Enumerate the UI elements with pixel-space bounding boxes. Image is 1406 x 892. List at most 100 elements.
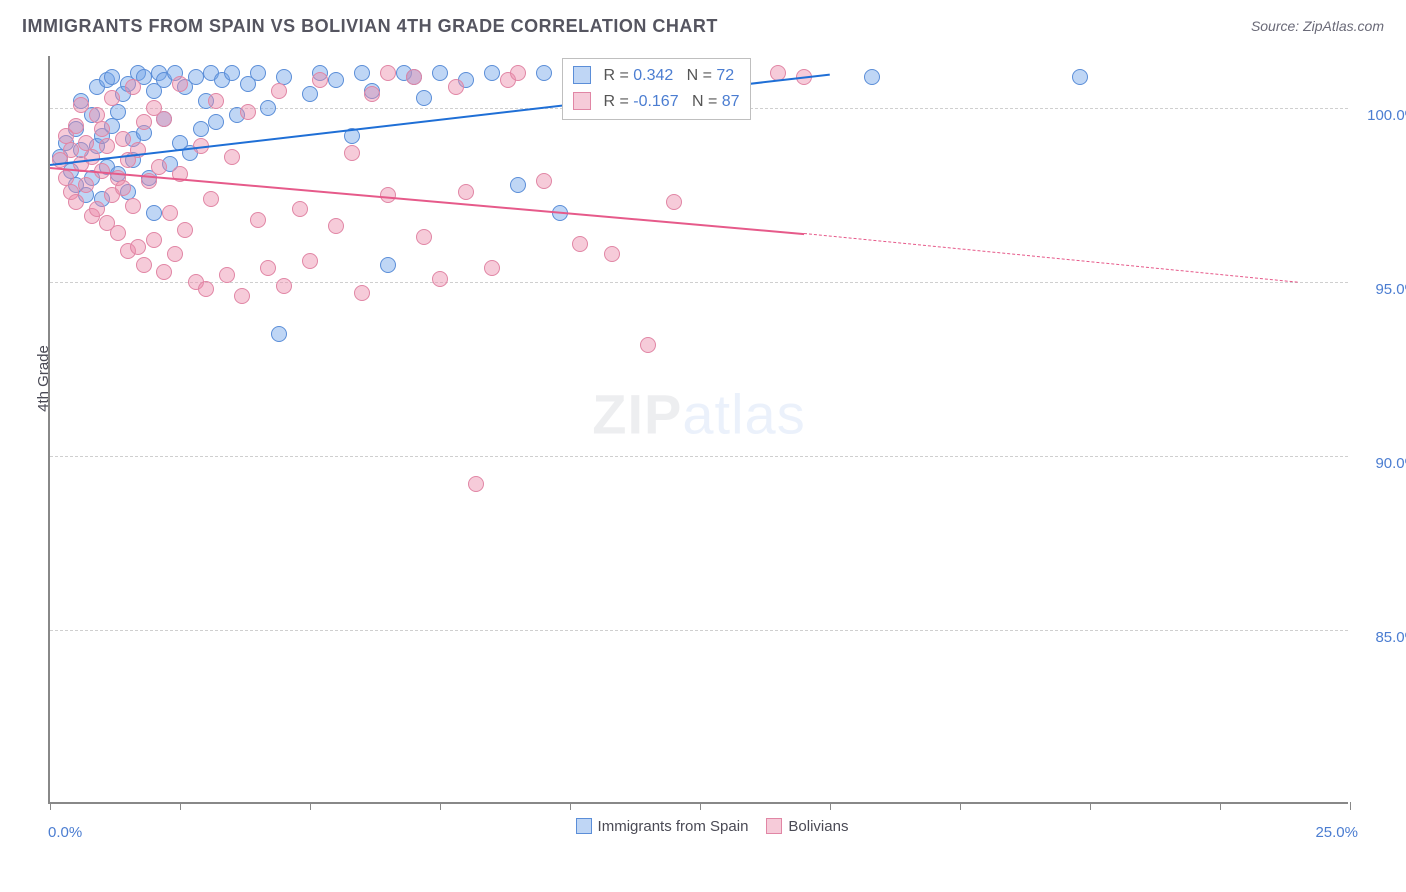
- x-tick: [1220, 802, 1221, 810]
- legend-label: Immigrants from Spain: [598, 818, 749, 835]
- marker-spain: [104, 69, 120, 85]
- marker-bolivia: [276, 278, 292, 294]
- marker-bolivia: [63, 142, 79, 158]
- gridline: [50, 282, 1348, 283]
- marker-bolivia: [162, 205, 178, 221]
- marker-bolivia: [250, 212, 266, 228]
- y-tick-label: 100.0%: [1358, 107, 1406, 124]
- marker-bolivia: [219, 267, 235, 283]
- marker-bolivia: [125, 198, 141, 214]
- marker-bolivia: [146, 232, 162, 248]
- marker-spain: [354, 65, 370, 81]
- legend-item: Bolivians: [748, 818, 848, 835]
- marker-spain: [208, 114, 224, 130]
- legend-swatch: [573, 66, 591, 84]
- marker-spain: [146, 205, 162, 221]
- marker-bolivia: [354, 285, 370, 301]
- marker-bolivia: [312, 72, 328, 88]
- marker-bolivia: [115, 180, 131, 196]
- marker-bolivia: [240, 104, 256, 120]
- marker-bolivia: [130, 239, 146, 255]
- marker-spain: [416, 90, 432, 106]
- marker-spain: [302, 86, 318, 102]
- gridline: [50, 630, 1348, 631]
- r-value: 0.342: [633, 67, 673, 84]
- marker-spain: [224, 65, 240, 81]
- marker-bolivia: [406, 69, 422, 85]
- marker-bolivia: [604, 246, 620, 262]
- r-value: -0.167: [633, 93, 678, 110]
- marker-bolivia: [78, 177, 94, 193]
- marker-spain: [260, 100, 276, 116]
- x-tick: [830, 802, 831, 810]
- n-value: 87: [722, 93, 740, 110]
- marker-bolivia: [167, 246, 183, 262]
- marker-spain: [1072, 69, 1088, 85]
- correlation-row: R = -0.167 N = 87: [573, 89, 740, 115]
- trend-line: [50, 167, 804, 235]
- marker-bolivia: [344, 145, 360, 161]
- marker-bolivia: [432, 271, 448, 287]
- marker-bolivia: [271, 83, 287, 99]
- marker-bolivia: [302, 253, 318, 269]
- marker-spain: [193, 121, 209, 137]
- marker-bolivia: [208, 93, 224, 109]
- source-label: Source: ZipAtlas.com: [1251, 18, 1384, 34]
- legend-item: Immigrants from Spain: [558, 818, 749, 835]
- marker-spain: [188, 69, 204, 85]
- y-tick-label: 90.0%: [1358, 455, 1406, 472]
- y-tick-label: 95.0%: [1358, 281, 1406, 298]
- marker-spain: [250, 65, 266, 81]
- marker-bolivia: [115, 131, 131, 147]
- legend-swatch: [576, 818, 592, 834]
- marker-bolivia: [640, 337, 656, 353]
- marker-bolivia: [156, 264, 172, 280]
- gridline: [50, 456, 1348, 457]
- marker-bolivia: [234, 288, 250, 304]
- marker-bolivia: [151, 159, 167, 175]
- marker-spain: [432, 65, 448, 81]
- correlation-box: R = 0.342 N = 72 R = -0.167 N = 87: [562, 58, 751, 120]
- marker-bolivia: [328, 218, 344, 234]
- marker-bolivia: [136, 114, 152, 130]
- marker-bolivia: [68, 194, 84, 210]
- marker-bolivia: [156, 111, 172, 127]
- trend-line: [804, 233, 1298, 283]
- marker-bolivia: [94, 121, 110, 137]
- marker-bolivia: [484, 260, 500, 276]
- marker-bolivia: [177, 222, 193, 238]
- x-tick: [1350, 802, 1351, 810]
- x-tick: [310, 802, 311, 810]
- marker-bolivia: [380, 65, 396, 81]
- marker-bolivia: [536, 173, 552, 189]
- marker-bolivia: [125, 79, 141, 95]
- legend-bottom: Immigrants from Spain Bolivians: [0, 818, 1406, 835]
- marker-spain: [484, 65, 500, 81]
- marker-bolivia: [68, 118, 84, 134]
- marker-bolivia: [666, 194, 682, 210]
- watermark: ZIPatlas: [592, 382, 805, 447]
- marker-bolivia: [416, 229, 432, 245]
- marker-bolivia: [172, 76, 188, 92]
- marker-bolivia: [73, 97, 89, 113]
- marker-bolivia: [292, 201, 308, 217]
- legend-swatch: [573, 92, 591, 110]
- correlation-row: R = 0.342 N = 72: [573, 63, 740, 89]
- plot-area: ZIPatlas 100.0%95.0%90.0%85.0%: [48, 56, 1348, 804]
- x-tick: [570, 802, 571, 810]
- marker-spain: [380, 257, 396, 273]
- marker-bolivia: [84, 149, 100, 165]
- y-tick-label: 85.0%: [1358, 629, 1406, 646]
- marker-bolivia: [510, 65, 526, 81]
- marker-bolivia: [458, 184, 474, 200]
- legend-label: Bolivians: [788, 818, 848, 835]
- x-tick: [50, 802, 51, 810]
- marker-spain: [271, 326, 287, 342]
- marker-bolivia: [110, 225, 126, 241]
- x-tick: [700, 802, 701, 810]
- marker-bolivia: [89, 201, 105, 217]
- marker-bolivia: [198, 281, 214, 297]
- x-tick: [180, 802, 181, 810]
- legend-swatch: [766, 818, 782, 834]
- marker-bolivia: [104, 90, 120, 106]
